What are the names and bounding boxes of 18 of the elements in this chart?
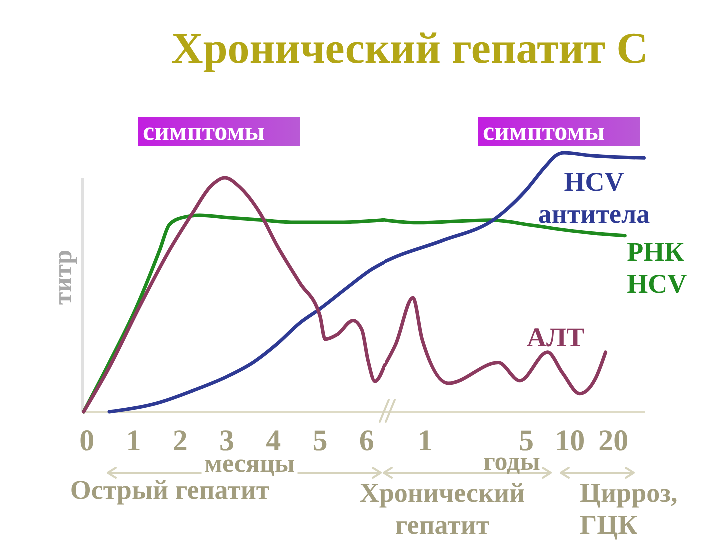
text: Цирроз, ГЦК bbox=[580, 477, 679, 540]
y-axis-title: титр bbox=[48, 250, 78, 306]
x-tick-label: 10 bbox=[555, 424, 586, 458]
chart-title: Хронический гепатит С bbox=[172, 24, 648, 73]
series-label: HCV антитела bbox=[538, 167, 651, 230]
x-tick-label: 20 bbox=[598, 424, 629, 458]
x-tick-label: 2 bbox=[172, 424, 188, 458]
x-tick-label: 0 bbox=[80, 424, 95, 458]
x-tick-label: 5 bbox=[312, 424, 328, 458]
x-tick-label: 1 bbox=[418, 424, 433, 458]
x-tick-label: 1 bbox=[126, 424, 142, 458]
text: Острый гепатит bbox=[70, 475, 270, 505]
text: Хронический гепатит bbox=[358, 477, 526, 540]
series-label: РНК HCV bbox=[627, 236, 688, 299]
text: симптомы bbox=[478, 117, 640, 146]
series-label: АЛТ bbox=[527, 322, 585, 352]
text: симптомы bbox=[138, 117, 300, 146]
x-tick-label: 6 bbox=[359, 424, 374, 458]
